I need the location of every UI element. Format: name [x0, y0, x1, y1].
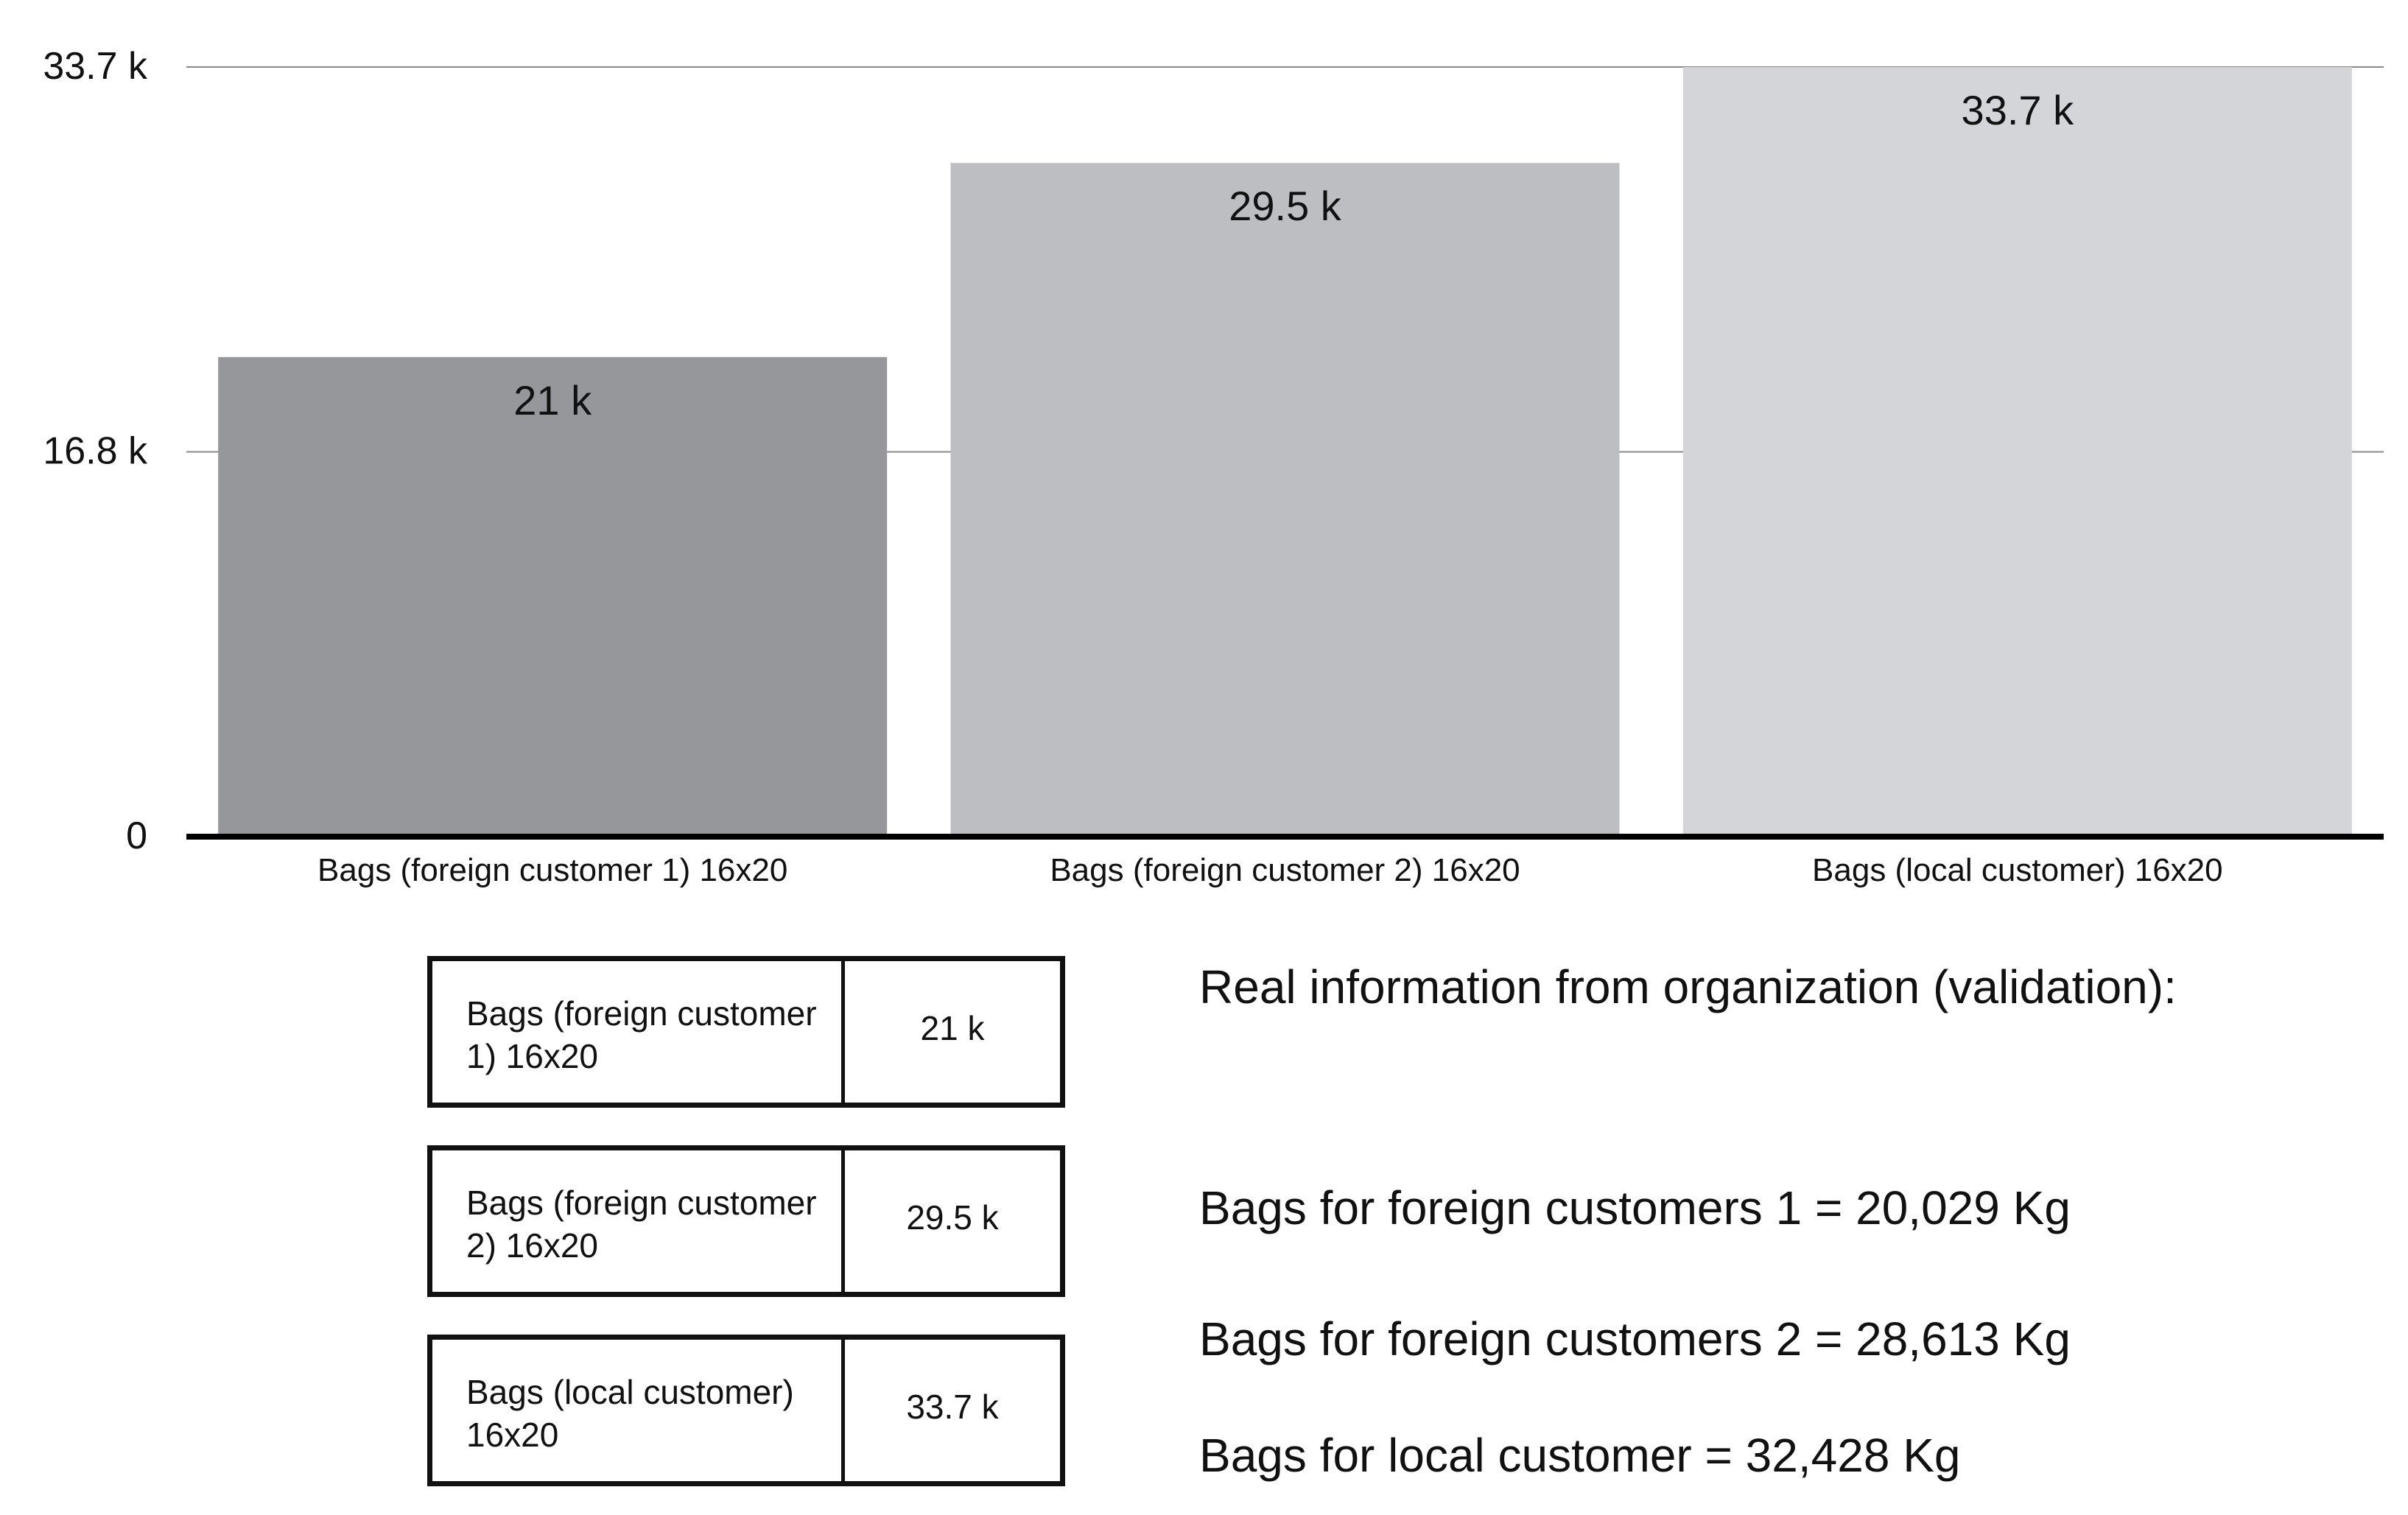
legend-value: 21 k: [920, 1009, 985, 1047]
legend-name: Bags (local customer) 16x20: [432, 1340, 845, 1481]
x-tick-label: Bags (local customer) 16x20: [1812, 852, 2223, 888]
x-tick-label: Bags (foreign customer 2) 16x20: [1050, 852, 1520, 888]
validation-notes: Real information from organization (vali…: [1199, 957, 2378, 1482]
data-label: 33.7 k: [1962, 87, 2075, 133]
legend-value: 33.7 k: [906, 1388, 999, 1426]
x-tick-label: Bags (foreign customer 1) 16x20: [317, 852, 787, 888]
y-tick-label: 16.8 k: [43, 430, 148, 473]
bar-chart: 0 16.8 k 33.7 k 21 k Bags (foreign customer …: [43, 45, 2384, 888]
bar: [1682, 67, 2352, 837]
legend-name: Bags (foreign customer 2) 16x20: [432, 1150, 845, 1292]
legend-box-local-customer: Bags (local customer) 16x20 33.7 k: [427, 1335, 1065, 1486]
data-label: 29.5 k: [1229, 183, 1342, 229]
legend-name: Bags (foreign customer 1) 16x20: [432, 961, 845, 1103]
legend-box-foreign-customer-2: Bags (foreign customer 2) 16x20 29.5 k: [427, 1145, 1065, 1297]
note-line-local: Bags for local customer = 32,428 Kg: [1199, 1429, 1961, 1482]
legend-box-foreign-customer-1: Bags (foreign customer 1) 16x20 21 k: [427, 956, 1065, 1108]
bar: [950, 163, 1620, 837]
bar: [218, 356, 888, 837]
y-tick-label: 0: [126, 815, 147, 857]
y-tick-label: 33.7 k: [43, 45, 148, 88]
notes-heading: Real information from organization (vali…: [1199, 960, 2177, 1013]
legend-value: 29.5 k: [906, 1198, 999, 1237]
data-label: 21 k: [513, 377, 592, 423]
note-line-foreign-1: Bags for foreign customers 1 = 20,029 Kg: [1199, 1181, 2071, 1234]
note-line-foreign-2: Bags for foreign customers 2 = 28,613 Kg: [1199, 1312, 2071, 1365]
